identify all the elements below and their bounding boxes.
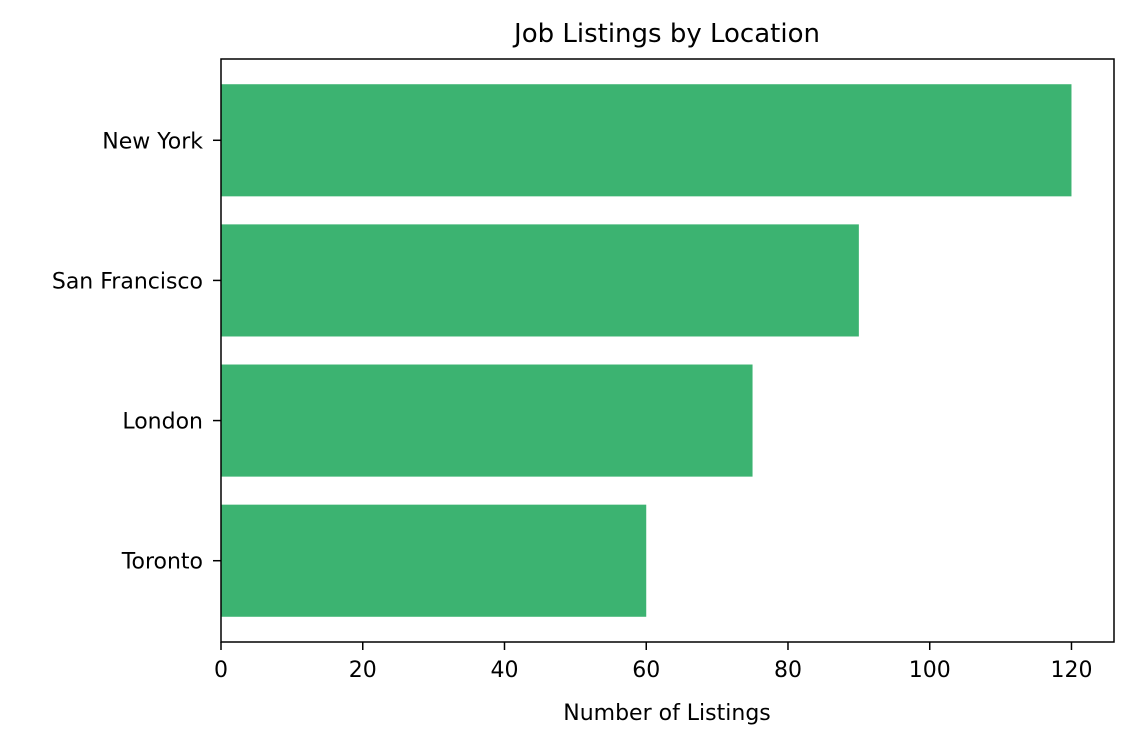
ticks-layer: New York San Francisco London Toronto 0 20 40 6… bbox=[52, 129, 1093, 683]
bar-san-francisco bbox=[221, 224, 859, 337]
y-tick-label: New York bbox=[102, 129, 203, 154]
bar-toronto bbox=[221, 504, 647, 617]
x-tick-label: 20 bbox=[349, 658, 377, 683]
plot-frame bbox=[220, 58, 1115, 643]
bar-new-york bbox=[221, 84, 1072, 197]
x-tick-label: 0 bbox=[214, 658, 228, 683]
bar-london bbox=[221, 364, 753, 477]
x-axis-label: Number of Listings bbox=[563, 701, 771, 726]
y-tick-label: San Francisco bbox=[52, 269, 203, 294]
x-tick-label: 40 bbox=[490, 658, 518, 683]
bars-layer bbox=[221, 84, 1072, 617]
chart-title: Job Listings by Location bbox=[512, 19, 820, 49]
x-tick-label: 100 bbox=[909, 658, 951, 683]
x-tick-label: 120 bbox=[1050, 658, 1092, 683]
y-tick-label: London bbox=[122, 410, 203, 435]
y-tick-label: Toronto bbox=[121, 550, 203, 575]
x-tick-label: 80 bbox=[774, 658, 802, 683]
x-tick-label: 60 bbox=[632, 658, 660, 683]
